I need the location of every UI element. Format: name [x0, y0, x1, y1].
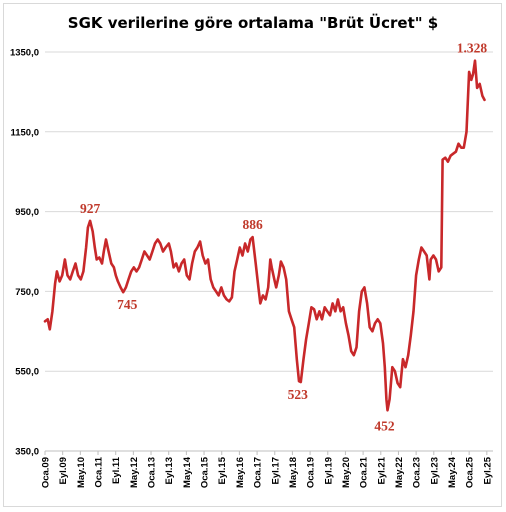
- x-tick-label: May.20: [341, 457, 352, 488]
- x-tick-labels: Oca.09 Eyl.09 May.10 Oca.11 Eyl.11 May.12 Oca.…: [41, 456, 494, 488]
- x-tick-label: May.12: [129, 457, 140, 488]
- chart-title: SGK verilerine göre ortalama "Brüt Ücret…: [67, 14, 439, 32]
- grid-lines: [45, 51, 493, 452]
- annotations: 927 745 886 523 452 1.328: [80, 41, 487, 434]
- x-tick-label: Eyl.13: [164, 457, 175, 484]
- x-tick-label: Eyl.21: [376, 456, 387, 484]
- y-tick-label: 1150,0: [10, 127, 39, 138]
- annotation-label: 452: [374, 418, 395, 433]
- x-tick-label: May.18: [288, 457, 299, 488]
- y-tick-labels: 350,0 550,0 750,0 950,0 1150,0 1350,0: [10, 47, 39, 457]
- x-tick-label: Oca.17: [253, 457, 264, 488]
- x-tick-label: Eyl.23: [429, 457, 440, 484]
- axes: [44, 450, 493, 455]
- annotation-label: 927: [80, 201, 101, 216]
- x-tick-label: Eyl.11: [111, 456, 122, 484]
- y-tick-label: 350,0: [15, 447, 39, 458]
- y-tick-label: 750,0: [15, 287, 39, 298]
- x-tick-label: Eyl.15: [217, 456, 228, 484]
- x-tick-label: Oca.23: [412, 457, 423, 488]
- x-tick-label: Oca.25: [465, 456, 476, 488]
- x-tick-label: May.22: [394, 457, 405, 488]
- x-tick-label: May.16: [235, 457, 246, 488]
- x-tick-label: Eyl.19: [323, 457, 334, 484]
- x-tick-label: Oca.15: [200, 456, 211, 488]
- x-tick-label: Eyl.09: [58, 457, 69, 484]
- series-group: [43, 59, 486, 412]
- y-tick-label: 550,0: [15, 367, 39, 378]
- x-tick-label: Oca.21: [359, 456, 370, 488]
- x-tick-label: Oca.09: [41, 457, 52, 488]
- x-tick-label: Oca.19: [306, 457, 317, 488]
- annotation-label: 886: [242, 217, 263, 232]
- x-tick-label: Eyl.17: [270, 457, 281, 484]
- y-tick-label: 950,0: [15, 207, 39, 218]
- x-tick-label: May.24: [447, 456, 458, 488]
- y-tick-label: 1350,0: [10, 47, 39, 58]
- x-tick-label: May.10: [76, 457, 87, 488]
- annotation-label: 1.328: [457, 41, 488, 56]
- x-tick-label: Oca.13: [147, 457, 158, 488]
- x-tick-label: May.14: [182, 456, 193, 488]
- series-line: [43, 59, 486, 412]
- x-tick-label: Oca.11: [94, 456, 105, 487]
- annotation-label: 523: [288, 387, 309, 402]
- x-tick-label: Eyl.25: [482, 456, 493, 484]
- annotation-label: 745: [117, 297, 138, 312]
